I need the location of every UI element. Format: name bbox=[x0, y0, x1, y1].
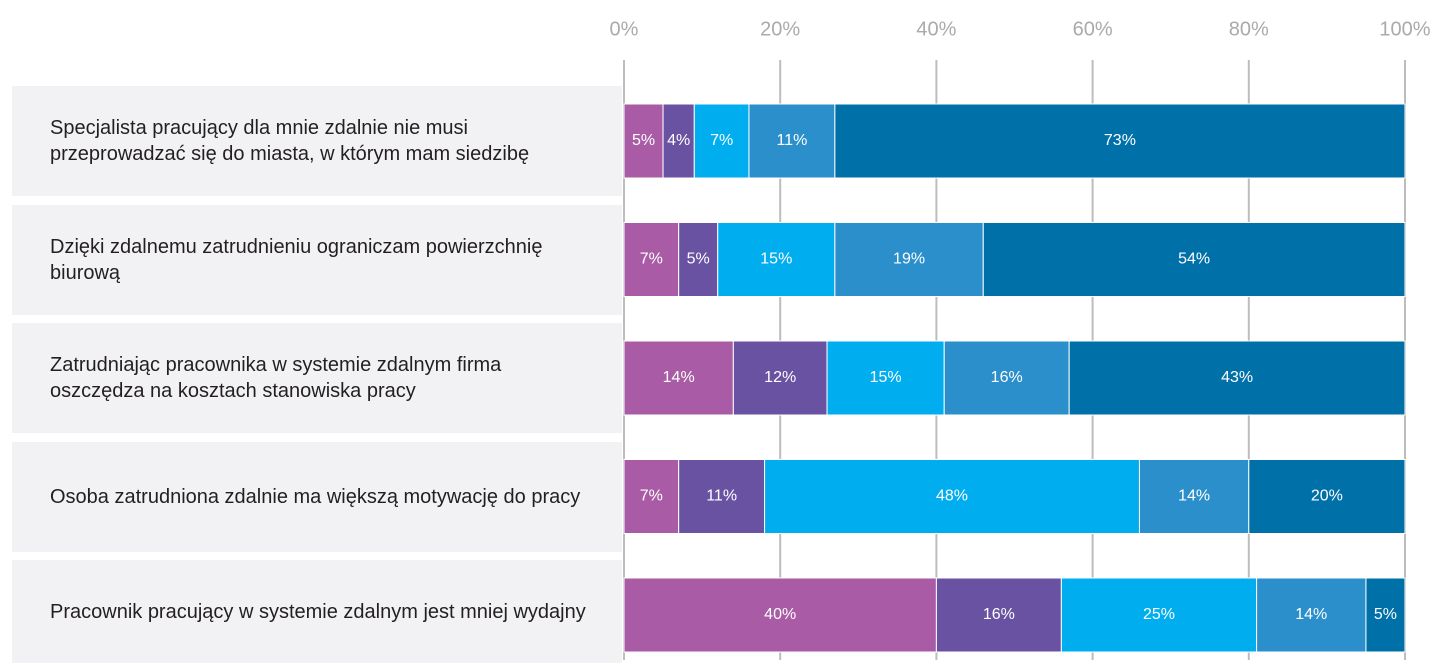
bar-segment bbox=[1365, 577, 1406, 653]
bar-segment bbox=[748, 103, 836, 179]
x-tick-label: 20% bbox=[760, 18, 800, 40]
value-label: 5% bbox=[632, 132, 655, 149]
value-label: 16% bbox=[991, 369, 1023, 386]
bar-segment bbox=[732, 340, 828, 416]
bar-segment bbox=[834, 103, 1406, 179]
value-label: 11% bbox=[776, 132, 807, 149]
value-label: 7% bbox=[640, 488, 663, 505]
row-label-box: Dzięki zdalnemu zatrudnieniu ograniczam … bbox=[12, 204, 622, 315]
value-label: 5% bbox=[687, 251, 710, 268]
x-tick-label: 60% bbox=[1073, 18, 1113, 40]
bar-segment bbox=[693, 103, 750, 179]
bar-segment bbox=[982, 222, 1406, 297]
row-label-box: Osoba zatrudniona zdalnie ma większą mot… bbox=[12, 441, 622, 552]
bar-segment bbox=[623, 577, 937, 653]
row-label-box: Specjalista pracujący dla mnie zdalnie n… bbox=[12, 86, 622, 196]
bar-segment bbox=[764, 459, 1140, 534]
value-label: 48% bbox=[936, 488, 968, 505]
value-label: 14% bbox=[663, 369, 695, 386]
x-tick-label: 100% bbox=[1379, 18, 1430, 40]
bar-segment bbox=[1138, 459, 1250, 534]
bar-segment bbox=[678, 459, 766, 534]
value-label: 40% bbox=[764, 606, 796, 623]
value-label: 12% bbox=[764, 369, 796, 386]
category-label: Osoba zatrudniona zdalnie ma większą mot… bbox=[50, 485, 581, 508]
row-label-box: Zatrudniając pracownika w systemie zdaln… bbox=[12, 323, 622, 433]
value-label: 5% bbox=[1374, 606, 1397, 623]
value-label: 4% bbox=[667, 132, 690, 149]
bar-segment bbox=[935, 577, 1062, 653]
x-tick-label: 40% bbox=[916, 18, 956, 40]
x-tick-label: 0% bbox=[610, 18, 639, 40]
bar-segment bbox=[834, 222, 984, 297]
value-label: 14% bbox=[1178, 488, 1210, 505]
category-label: Zatrudniając pracownika w systemie zdaln… bbox=[50, 354, 502, 402]
value-label: 54% bbox=[1178, 251, 1210, 268]
category-label: Pracownik pracujący w systemie zdalnym j… bbox=[50, 600, 586, 623]
value-label: 16% bbox=[983, 606, 1015, 623]
value-label: 11% bbox=[706, 488, 737, 505]
bar-segment bbox=[678, 222, 719, 297]
bar-segment bbox=[1248, 459, 1406, 534]
bar-segment bbox=[1068, 340, 1406, 416]
bar-segment bbox=[623, 340, 734, 416]
value-label: 15% bbox=[870, 369, 902, 386]
bar-segment bbox=[623, 103, 664, 179]
bar-segment bbox=[717, 222, 836, 297]
value-label: 20% bbox=[1311, 488, 1343, 505]
value-label: 43% bbox=[1221, 369, 1253, 386]
bar-segment bbox=[1256, 577, 1367, 653]
value-label: 25% bbox=[1143, 606, 1175, 623]
bar-segment bbox=[662, 103, 695, 179]
category-label: Specjalista pracujący dla mnie zdalnie n… bbox=[50, 117, 530, 165]
bar-segment bbox=[826, 340, 945, 416]
value-label: 73% bbox=[1104, 132, 1136, 149]
row-label-box: Pracownik pracujący w systemie zdalnym j… bbox=[12, 560, 622, 663]
bar-segment bbox=[943, 340, 1070, 416]
bar-segment bbox=[1060, 577, 1258, 653]
value-label: 15% bbox=[760, 251, 792, 268]
category-label: Dzięki zdalnemu zatrudnieniu ograniczam … bbox=[50, 235, 543, 284]
value-label: 19% bbox=[893, 251, 925, 268]
value-label: 7% bbox=[640, 251, 663, 268]
x-tick-label: 80% bbox=[1229, 18, 1269, 40]
value-label: 14% bbox=[1295, 606, 1327, 623]
value-label: 7% bbox=[710, 132, 733, 149]
